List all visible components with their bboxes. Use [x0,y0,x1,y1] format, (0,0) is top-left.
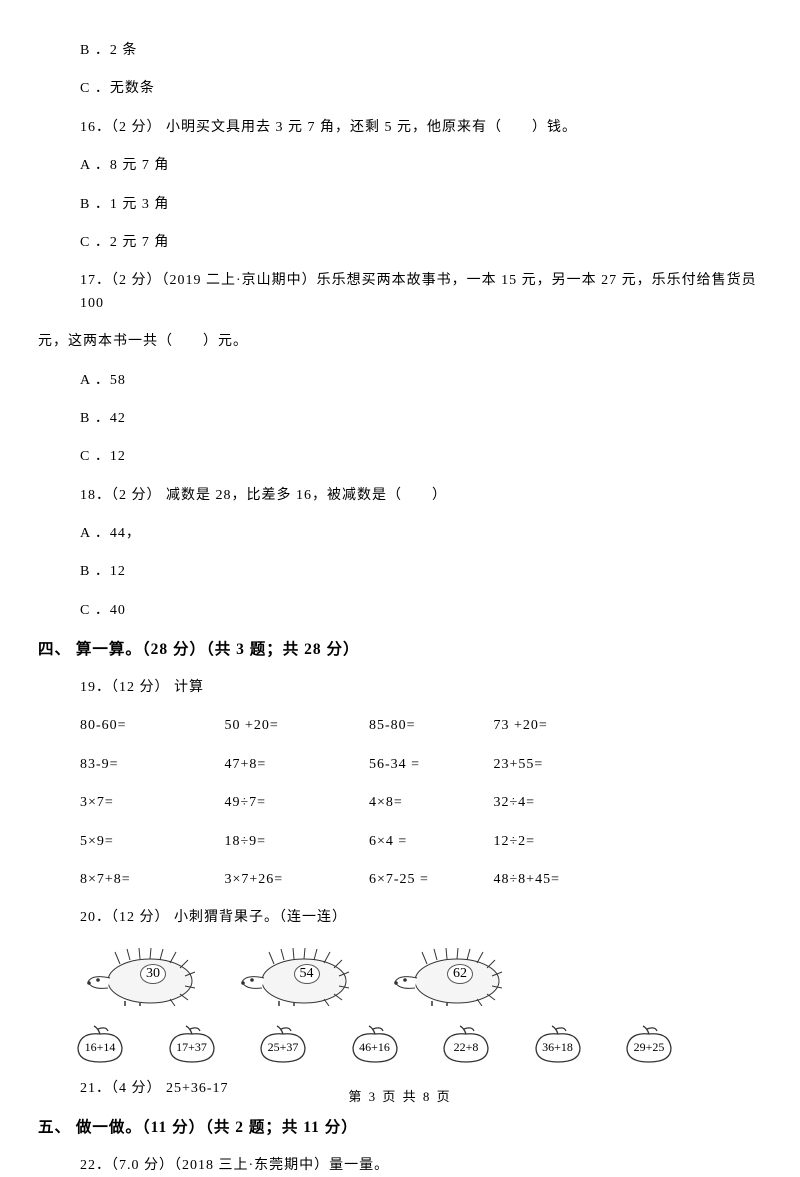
q19-r1c1: 47+8= [225,754,365,776]
q16-option-a: A ．8 元 7 角 [80,155,762,177]
q19-r0c1: 50 +20= [225,715,365,737]
hedgehog-1: 54 [234,946,354,1006]
apple-3: 46+16 [345,1022,405,1064]
q19-stem: 19．（12 分） 计算 [80,677,762,699]
q19-r2c0: 3×7= [80,792,220,814]
q18-option-a: A ．44， [80,523,762,545]
q19-row-2: 3×7= 49÷7= 4×8= 32÷4= [80,792,762,814]
q17-stem-line2: 元，这两本书一共（ ）元。 [38,331,762,353]
q19-r0c0: 80-60= [80,715,220,737]
q19-r1c2: 56-34 = [369,754,489,776]
q19-r1c3: 23+55= [494,754,544,776]
hedgehog-2: 62 [387,946,507,1006]
apple-2-value: 25+37 [253,1038,313,1057]
apple-6-value: 29+25 [619,1038,679,1057]
q19-r4c0: 8×7+8= [80,869,220,891]
hedgehogs-row: 30 54 [80,946,762,1006]
q18-option-c: C ．40 [80,600,762,622]
q22-stem: 22．（7.0 分）（2018 三上·东莞期中）量一量。 [80,1155,762,1177]
q19-r4c3: 48÷8+45= [494,869,560,891]
apple-5-value: 36+18 [528,1038,588,1057]
q19-row-1: 83-9= 47+8= 56-34 = 23+55= [80,754,762,776]
apple-0: 16+14 [70,1022,130,1064]
apple-2: 25+37 [253,1022,313,1064]
q19-r2c2: 4×8= [369,792,489,814]
q17-option-c: C ．12 [80,446,762,468]
q17-option-a: A ．58 [80,370,762,392]
page-footer: 第 3 页 共 8 页 [0,1087,800,1108]
apples-row: 16+14 17+37 25+37 46+16 22+8 [70,1022,762,1064]
q19-r1c0: 83-9= [80,754,220,776]
q16-option-b: B ．1 元 3 角 [80,194,762,216]
q19-r3c0: 5×9= [80,831,220,853]
apple-3-value: 46+16 [345,1038,405,1057]
apple-0-value: 16+14 [70,1038,130,1057]
q16-option-c: C ．2 元 7 角 [80,232,762,254]
apple-1-value: 17+37 [162,1038,222,1057]
q17-stem-line1: 17．（2 分）（2019 二上·京山期中）乐乐想买两本故事书，一本 15 元，… [80,270,762,315]
q19-r3c2: 6×4 = [369,831,489,853]
q18-option-b: B ．12 [80,561,762,583]
q19-row-3: 5×9= 18÷9= 6×4 = 12÷2= [80,831,762,853]
apple-6: 29+25 [619,1022,679,1064]
q19-r3c1: 18÷9= [225,831,365,853]
q20-stem: 20．（12 分） 小刺猬背果子。（连一连） [80,907,762,929]
hedgehog-0: 30 [80,946,200,1006]
q19-r2c3: 32÷4= [494,792,536,814]
q15-option-c: C ．无数条 [80,78,762,100]
q18-stem: 18．（2 分） 减数是 28，比差多 16，被减数是（ ） [80,485,762,507]
q19-row-0: 80-60= 50 +20= 85-80= 73 +20= [80,715,762,737]
q16-stem: 16．（2 分） 小明买文具用去 3 元 7 角，还剩 5 元，他原来有（ ）钱… [80,117,762,139]
apple-4-value: 22+8 [436,1038,496,1057]
q17-option-b: B ．42 [80,408,762,430]
q15-option-b: B ．2 条 [80,40,762,62]
section5-heading: 五、 做一做。（11 分）（共 2 题；共 11 分） [38,1116,762,1141]
q19-r4c2: 6×7-25 = [369,869,489,891]
q19-r0c3: 73 +20= [494,715,548,737]
q19-r2c1: 49÷7= [225,792,365,814]
hedgehog-1-value: 54 [294,964,320,984]
section4-heading: 四、 算一算。（28 分）（共 3 题；共 28 分） [38,638,762,663]
hedgehog-2-value: 62 [447,964,473,984]
q19-r4c1: 3×7+26= [225,869,365,891]
apple-4: 22+8 [436,1022,496,1064]
hedgehog-0-value: 30 [140,964,166,984]
q19-r0c2: 85-80= [369,715,489,737]
q19-r3c3: 12÷2= [494,831,536,853]
q19-row-4: 8×7+8= 3×7+26= 6×7-25 = 48÷8+45= [80,869,762,891]
apple-5: 36+18 [528,1022,588,1064]
apple-1: 17+37 [162,1022,222,1064]
